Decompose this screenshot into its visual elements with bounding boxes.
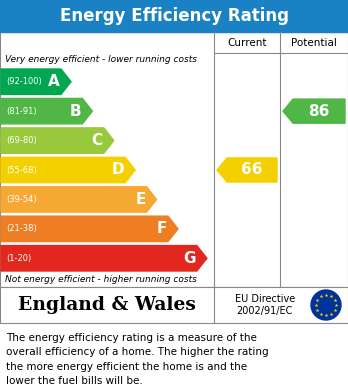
Text: Current: Current bbox=[227, 38, 267, 47]
Text: C: C bbox=[92, 133, 103, 148]
Text: (1-20): (1-20) bbox=[6, 254, 31, 263]
Text: A: A bbox=[48, 74, 60, 89]
Text: The energy efficiency rating is a measure of the
overall efficiency of a home. T: The energy efficiency rating is a measur… bbox=[6, 333, 269, 386]
Text: (81-91): (81-91) bbox=[6, 107, 37, 116]
Text: Not energy efficient - higher running costs: Not energy efficient - higher running co… bbox=[5, 276, 197, 285]
Text: (21-38): (21-38) bbox=[6, 224, 37, 233]
Polygon shape bbox=[283, 99, 345, 123]
Text: G: G bbox=[183, 251, 196, 266]
Text: 86: 86 bbox=[308, 104, 330, 118]
Text: B: B bbox=[70, 104, 81, 118]
Text: (92-100): (92-100) bbox=[6, 77, 42, 86]
Text: Energy Efficiency Rating: Energy Efficiency Rating bbox=[60, 7, 288, 25]
Text: 66: 66 bbox=[241, 163, 263, 178]
Polygon shape bbox=[1, 187, 157, 212]
Text: Very energy efficient - lower running costs: Very energy efficient - lower running co… bbox=[5, 56, 197, 65]
Polygon shape bbox=[1, 99, 92, 124]
Polygon shape bbox=[1, 128, 114, 153]
Polygon shape bbox=[1, 157, 135, 183]
Text: (69-80): (69-80) bbox=[6, 136, 37, 145]
Bar bbox=[0, 0, 348, 32]
Text: EU Directive
2002/91/EC: EU Directive 2002/91/EC bbox=[235, 294, 295, 316]
Text: (55-68): (55-68) bbox=[6, 165, 37, 174]
Bar bbox=[0, 287, 348, 323]
Text: Potential: Potential bbox=[291, 38, 337, 47]
Polygon shape bbox=[217, 158, 277, 182]
Polygon shape bbox=[1, 216, 178, 242]
Text: E: E bbox=[135, 192, 145, 207]
Polygon shape bbox=[1, 246, 207, 271]
Text: F: F bbox=[157, 221, 167, 236]
Text: England & Wales: England & Wales bbox=[18, 296, 196, 314]
Text: D: D bbox=[112, 163, 124, 178]
Bar bbox=[0, 32, 348, 287]
Polygon shape bbox=[1, 69, 71, 95]
Circle shape bbox=[311, 290, 341, 320]
Text: (39-54): (39-54) bbox=[6, 195, 37, 204]
